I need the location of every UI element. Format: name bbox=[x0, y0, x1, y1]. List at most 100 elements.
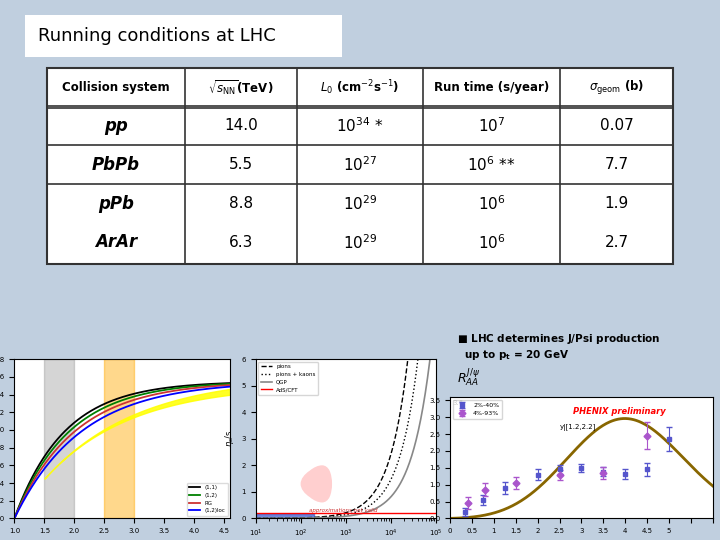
Text: pPb: pPb bbox=[98, 194, 134, 213]
(1,2) bbox=[143, 390, 151, 396]
(1,2)loc bbox=[11, 514, 19, 520]
(1,2)loc bbox=[143, 397, 151, 403]
Text: 6.3: 6.3 bbox=[229, 235, 253, 250]
(1,2) bbox=[206, 382, 215, 388]
pions bbox=[273, 515, 282, 522]
Text: 3.6: 3.6 bbox=[452, 400, 464, 406]
RG bbox=[226, 382, 235, 388]
RG bbox=[192, 384, 201, 391]
Text: approximations not valid: approximations not valid bbox=[309, 508, 377, 513]
Ellipse shape bbox=[300, 465, 332, 502]
Text: 0.07: 0.07 bbox=[600, 118, 634, 133]
Line: (1,2): (1,2) bbox=[14, 384, 230, 518]
Text: $10^{34}$ *: $10^{34}$ * bbox=[336, 117, 384, 135]
Text: $R^{J/\psi}_{AA}$: $R^{J/\psi}_{AA}$ bbox=[457, 367, 480, 389]
Bar bbox=[45, 359, 74, 518]
Text: 7.7: 7.7 bbox=[605, 157, 629, 172]
Line: QGP: QGP bbox=[256, 306, 436, 518]
Text: $\sqrt{s_{\rm NN}}$(TeV): $\sqrt{s_{\rm NN}}$(TeV) bbox=[208, 78, 274, 97]
(1,2)loc bbox=[138, 398, 147, 404]
(1,1) bbox=[143, 388, 151, 394]
(1,1) bbox=[206, 381, 215, 387]
Line: (1,2)loc: (1,2)loc bbox=[14, 387, 230, 518]
AdS/CFT bbox=[323, 509, 331, 516]
Text: Running conditions at LHC: Running conditions at LHC bbox=[38, 26, 276, 45]
Text: 8.8: 8.8 bbox=[229, 196, 253, 211]
pions bbox=[381, 467, 390, 474]
Text: PbPb: PbPb bbox=[91, 156, 140, 174]
AdS/CFT bbox=[382, 509, 391, 516]
Text: $10^6$: $10^6$ bbox=[477, 233, 505, 252]
pions bbox=[364, 496, 373, 502]
pions + kaons bbox=[431, 114, 440, 120]
pions + kaons bbox=[323, 514, 331, 520]
RG bbox=[10, 515, 19, 522]
RG bbox=[138, 394, 147, 401]
(1,1) bbox=[11, 513, 19, 519]
(1,2)loc bbox=[206, 385, 215, 392]
Text: $10^{27}$: $10^{27}$ bbox=[343, 156, 377, 174]
AdS/CFT bbox=[431, 509, 440, 516]
Text: 2.7: 2.7 bbox=[605, 235, 629, 250]
QGP bbox=[251, 515, 260, 522]
pions + kaons bbox=[251, 515, 260, 522]
Text: y|[1.2,2.2]: y|[1.2,2.2] bbox=[559, 424, 596, 431]
(1,2)loc bbox=[10, 515, 19, 522]
(1,1) bbox=[192, 382, 201, 388]
Text: $10^7$: $10^7$ bbox=[478, 117, 505, 135]
Line: pions: pions bbox=[256, 0, 436, 518]
Text: $10^{29}$: $10^{29}$ bbox=[343, 233, 377, 252]
QGP bbox=[382, 498, 391, 504]
(1,1) bbox=[10, 515, 19, 522]
(1,2)loc bbox=[139, 398, 148, 404]
pions bbox=[323, 513, 331, 519]
pions + kaons bbox=[310, 515, 318, 521]
Text: 1.9: 1.9 bbox=[605, 196, 629, 211]
QGP bbox=[431, 303, 440, 309]
(1,2) bbox=[226, 381, 235, 387]
Legend: (1,1), (1,2), RG, (1,2)loc: (1,1), (1,2), RG, (1,2)loc bbox=[186, 483, 228, 516]
QGP bbox=[381, 499, 390, 505]
Text: pp: pp bbox=[104, 117, 127, 135]
pions + kaons bbox=[382, 484, 391, 491]
Bar bbox=[104, 359, 135, 518]
pions + kaons bbox=[273, 515, 282, 522]
(1,2) bbox=[11, 514, 19, 520]
Line: RG: RG bbox=[14, 385, 230, 518]
pions + kaons bbox=[381, 486, 390, 492]
pions bbox=[382, 465, 391, 471]
(1,1) bbox=[226, 380, 235, 386]
AdS/CFT bbox=[364, 509, 373, 516]
Text: $\blacksquare$ LHC determines J/Psi production
  up to p$_\mathregular{t}$ = 20 : $\blacksquare$ LHC determines J/Psi prod… bbox=[457, 332, 661, 362]
(1,2)loc bbox=[192, 387, 201, 394]
Text: $10^6$ **: $10^6$ ** bbox=[467, 156, 516, 174]
(1,2) bbox=[138, 391, 147, 397]
Text: $10^{29}$: $10^{29}$ bbox=[343, 194, 377, 213]
Text: Run time (s/year): Run time (s/year) bbox=[434, 81, 549, 94]
Y-axis label: $\eta_s$/s: $\eta_s$/s bbox=[222, 430, 236, 448]
Text: $\sigma_{\rm geom}$ (b): $\sigma_{\rm geom}$ (b) bbox=[589, 79, 644, 97]
Legend: pions, pions + kaons, QGP, AdS/CFT: pions, pions + kaons, QGP, AdS/CFT bbox=[258, 362, 318, 395]
pions + kaons bbox=[364, 503, 373, 509]
(1,2) bbox=[192, 383, 201, 389]
Line: (1,1): (1,1) bbox=[14, 383, 230, 518]
RG bbox=[11, 514, 19, 520]
(1,2)loc bbox=[226, 383, 235, 390]
Text: PHENIX preliminary: PHENIX preliminary bbox=[572, 407, 665, 416]
AdS/CFT bbox=[381, 509, 390, 516]
Text: ArAr: ArAr bbox=[94, 233, 137, 252]
RG bbox=[143, 393, 151, 400]
Line: pions + kaons: pions + kaons bbox=[256, 117, 436, 518]
Text: 14.0: 14.0 bbox=[224, 118, 258, 133]
Legend: 2%-40%, 4%-93%: 2%-40%, 4%-93% bbox=[453, 400, 502, 419]
(1,1) bbox=[138, 389, 147, 395]
QGP bbox=[323, 514, 331, 521]
AdS/CFT bbox=[251, 509, 260, 516]
AdS/CFT bbox=[310, 509, 318, 516]
(1,1) bbox=[139, 388, 148, 395]
Text: $10^6$: $10^6$ bbox=[477, 194, 505, 213]
AdS/CFT bbox=[273, 509, 282, 516]
(1,2) bbox=[139, 391, 148, 397]
Text: Collision system: Collision system bbox=[62, 81, 169, 94]
QGP bbox=[310, 515, 318, 521]
